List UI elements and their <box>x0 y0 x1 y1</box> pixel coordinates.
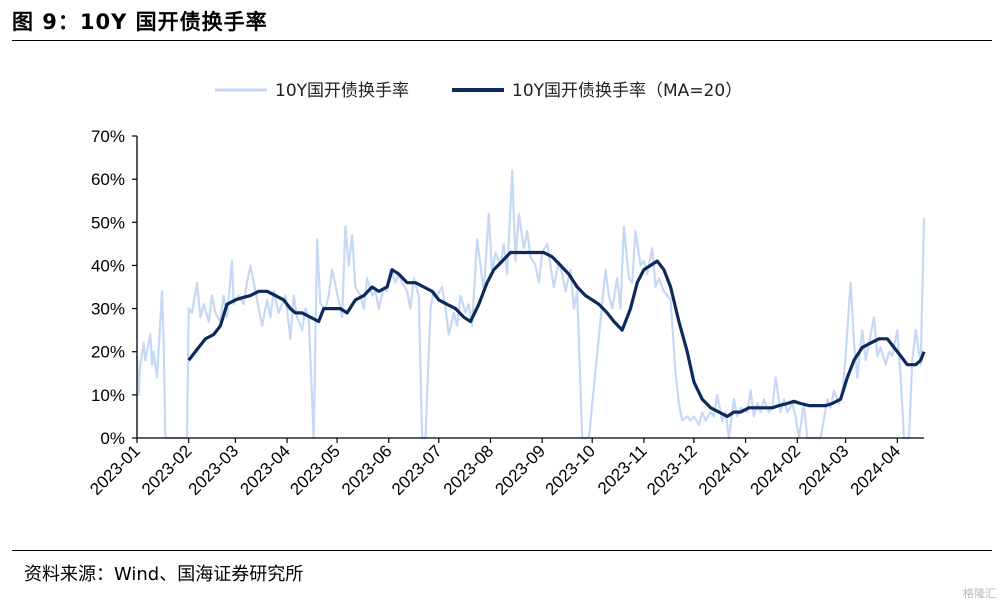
y-tick-label: 50% <box>91 213 125 232</box>
x-tick-label: 2023-06 <box>338 441 396 499</box>
axes: 0%10%20%30%40%50%60%70%2023-012023-02202… <box>86 127 924 499</box>
y-tick-label: 60% <box>91 170 125 189</box>
x-tick-label: 2023-12 <box>643 441 701 499</box>
x-tick-label: 2023-07 <box>388 441 446 499</box>
figure-title: 图 9：10Y 国开债换手率 <box>12 10 268 34</box>
y-tick-label: 40% <box>91 256 125 275</box>
footer-rule <box>12 550 992 551</box>
watermark-logo: 格隆汇 <box>963 587 996 600</box>
y-tick-label: 20% <box>91 343 125 362</box>
turnover-line-chart: 10Y国开债换手率 10Y国开债换手率（MA=20） 0% 10% 20% 30% 40… <box>86 81 926 499</box>
y-tick-label: 70% <box>91 127 125 146</box>
series-line-daily <box>135 169 926 440</box>
x-tick-label: 2024-01 <box>695 441 753 499</box>
x-tick-label: 2023-04 <box>236 441 294 499</box>
y-tick-label: 30% <box>91 300 125 319</box>
legend-label-daily: 10Y国开债换手率 <box>275 81 409 101</box>
series-layer <box>135 169 926 440</box>
x-tick-label: 2024-03 <box>795 441 853 499</box>
x-tick-label: 2023-05 <box>286 441 344 499</box>
y-tick-label: 10% <box>91 386 125 405</box>
x-tick-label: 2023-08 <box>440 441 498 499</box>
legend: 10Y国开债换手率 10Y国开债换手率（MA=20） <box>215 81 742 101</box>
x-tick-label: 2023-02 <box>138 441 196 499</box>
x-tick-label: 2024-02 <box>747 441 805 499</box>
y-tick-label: 0% <box>100 429 125 448</box>
legend-label-ma: 10Y国开债换手率（MA=20） <box>512 81 742 101</box>
x-tick-label: 2023-01 <box>86 441 144 499</box>
source-note: 资料来源：Wind、国海证券研究所 <box>24 564 304 585</box>
title-rule <box>12 40 992 41</box>
series-line-ma20 <box>187 250 926 418</box>
x-tick-label: 2023-03 <box>185 441 243 499</box>
x-tick-label: 2023-09 <box>491 441 549 499</box>
x-tick-label: 2023-10 <box>541 441 599 499</box>
x-tick-label: 2023-11 <box>594 441 651 498</box>
x-tick-label: 2024-04 <box>847 441 905 499</box>
